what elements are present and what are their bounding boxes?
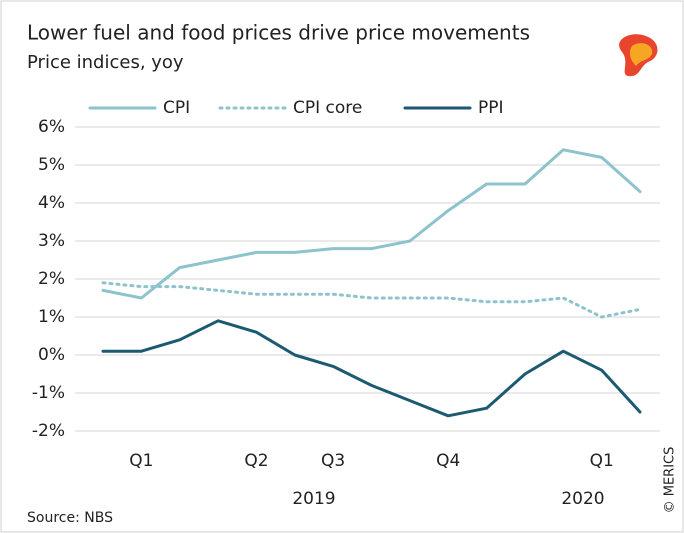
logo xyxy=(619,34,658,77)
year-label: 2020 xyxy=(561,489,604,509)
x-tick-label: Q1 xyxy=(590,451,614,471)
y-tick-label: 6% xyxy=(38,117,65,137)
y-tick-label: 5% xyxy=(38,155,65,175)
y-tick-label: 1% xyxy=(38,307,65,327)
x-tick-label: Q3 xyxy=(321,451,345,471)
y-tick-label: 2% xyxy=(38,269,65,289)
y-tick-label: -1% xyxy=(32,383,65,403)
year-label: 2019 xyxy=(292,489,335,509)
x-tick-label: Q2 xyxy=(244,451,268,471)
y-tick-label: 3% xyxy=(38,231,65,251)
legend-label: CPI core xyxy=(293,98,362,118)
legend-label: CPI xyxy=(163,98,190,118)
credit: © MERICS xyxy=(663,447,678,514)
y-tick-label: -2% xyxy=(32,421,65,441)
series-line xyxy=(101,281,642,319)
x-tick-label: Q4 xyxy=(436,451,460,471)
chart-title: Lower fuel and food prices drive price m… xyxy=(27,21,530,45)
y-tick-label: 0% xyxy=(38,345,65,365)
legend-label: PPI xyxy=(478,98,504,118)
source: Source: NBS xyxy=(27,510,113,526)
series-line xyxy=(101,319,642,418)
chart-subtitle: Price indices, yoy xyxy=(27,52,184,73)
x-tick-label: Q1 xyxy=(129,451,153,471)
series-line xyxy=(101,148,642,300)
y-tick-label: 4% xyxy=(38,193,65,213)
